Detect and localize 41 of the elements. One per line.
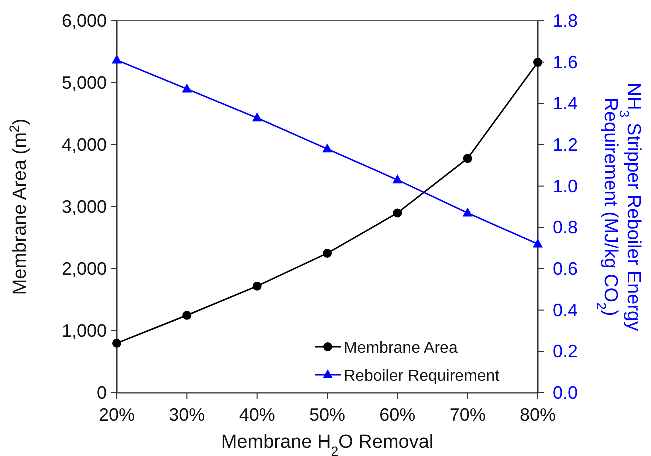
point bbox=[252, 282, 262, 291]
y2-tick-label: 1.0 bbox=[553, 176, 578, 196]
y2-tick-label: 1.8 bbox=[553, 11, 578, 31]
y2-tick-label: 1.2 bbox=[553, 135, 578, 155]
x-tick-label: 50% bbox=[309, 405, 346, 425]
y2-tick-label: 1.6 bbox=[553, 52, 578, 72]
y2-tick-label: 0.8 bbox=[553, 218, 578, 238]
point bbox=[534, 58, 542, 68]
point bbox=[112, 54, 122, 64]
point bbox=[463, 154, 472, 164]
y-tick-label: 4,000 bbox=[62, 135, 107, 155]
legend-label: Membrane Area bbox=[344, 340, 458, 357]
y-tick-label: 1,000 bbox=[62, 321, 107, 341]
point bbox=[393, 208, 402, 218]
y-tick-label: 5,000 bbox=[62, 73, 107, 93]
y2-tick-label: 0.0 bbox=[553, 383, 578, 403]
point bbox=[112, 338, 122, 348]
x-tick-label: 60% bbox=[380, 405, 416, 425]
y2-tick-label: 1.4 bbox=[553, 94, 578, 114]
y-tick-label: 2,000 bbox=[62, 259, 107, 279]
x-tick-label: 20% bbox=[98, 405, 136, 425]
y2-tick-label: 0.6 bbox=[553, 259, 578, 279]
point bbox=[322, 144, 332, 153]
x-tick-label: 40% bbox=[239, 405, 276, 425]
y-tick-label: 3,000 bbox=[62, 197, 107, 217]
x-tick-label: 70% bbox=[450, 405, 486, 425]
point bbox=[182, 84, 192, 93]
point bbox=[462, 208, 473, 217]
x-tick-label: 80% bbox=[520, 405, 556, 425]
point bbox=[323, 249, 332, 258]
y2-tick-label: 0.2 bbox=[553, 342, 578, 362]
y2-tick-label: 0.4 bbox=[553, 300, 578, 320]
y-tick-label: 6,000 bbox=[62, 11, 107, 31]
legend-label: Reboiler Requirement bbox=[344, 368, 500, 385]
y-tick-label: 0 bbox=[96, 383, 107, 403]
x-axis-title: Membrane H$_{2}$O Removal bbox=[221, 432, 434, 456]
point bbox=[252, 112, 262, 122]
point bbox=[392, 174, 403, 184]
point bbox=[533, 238, 543, 248]
x-tick-label: 30% bbox=[169, 405, 206, 425]
point bbox=[182, 311, 192, 320]
